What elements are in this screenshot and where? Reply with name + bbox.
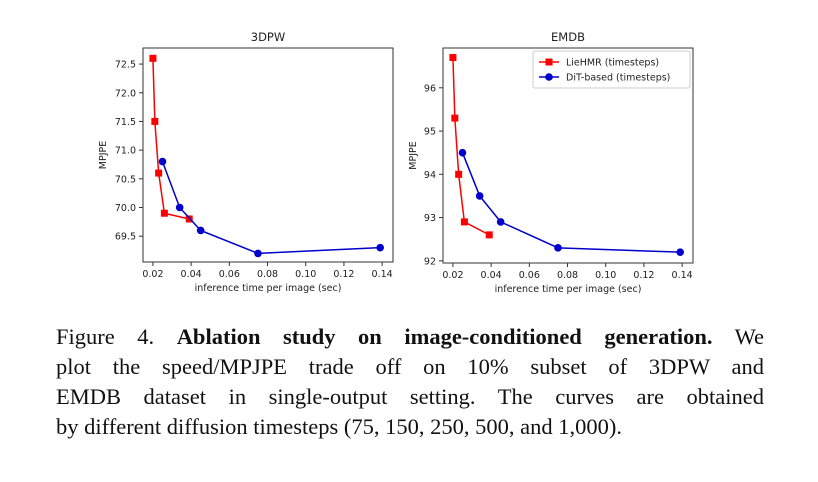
x-tick-label: 0.14 xyxy=(672,270,693,281)
caption-text-2: plot the speed/MPJPE trade off on 10% su… xyxy=(56,354,764,379)
y-tick-label: 93 xyxy=(424,213,436,224)
legend-label: LieHMR (timesteps) xyxy=(566,58,659,69)
data-point xyxy=(496,218,505,226)
x-tick-label: 0.06 xyxy=(219,269,240,280)
y-tick-label: 70.5 xyxy=(115,174,136,185)
caption-bold-title: Ablation study on image-conditioned gene… xyxy=(176,324,713,349)
data-point xyxy=(460,218,468,226)
x-tick-label: 0.12 xyxy=(333,269,354,280)
data-point xyxy=(151,117,159,125)
series-liehmr-timesteps xyxy=(149,54,193,223)
y-tick-label: 92 xyxy=(424,256,436,267)
data-point xyxy=(196,226,205,235)
data-point xyxy=(458,148,467,157)
y-tick-label: 72.0 xyxy=(115,88,136,99)
x-tick-label: 0.10 xyxy=(295,269,316,280)
x-tick-label: 0.08 xyxy=(257,269,278,280)
figure-caption: Figure 4. Ablation study on image-condit… xyxy=(56,322,764,442)
series-line xyxy=(452,57,490,236)
x-tick-label: 0.04 xyxy=(481,270,502,281)
x-tick-label: 0.14 xyxy=(372,269,393,280)
legend: LieHMR (timesteps) DiT-based (timesteps) xyxy=(532,50,691,89)
data-point xyxy=(449,54,457,62)
series-dit-based-timesteps xyxy=(458,148,685,256)
caption-label: Figure 4. xyxy=(56,324,155,349)
y-axis-label: MPJPE xyxy=(408,141,419,169)
data-point xyxy=(160,209,168,217)
x-tick-label: 0.12 xyxy=(633,270,654,281)
chart-title: EMDB xyxy=(551,30,585,44)
x-axis-label: inference time per image (sec) xyxy=(495,284,642,295)
y-tick-label: 72.5 xyxy=(115,60,136,71)
plot-frame xyxy=(442,47,694,264)
caption-text-3: EMDB dataset in single-output setting. T… xyxy=(56,384,764,409)
data-point xyxy=(158,157,167,166)
plot-emdb: EMDB 0.02 0.04 0.06 0.08 0.10 0.12 0.14 92 93 94 95… xyxy=(408,30,694,295)
x-tick-label: 0.10 xyxy=(595,270,616,281)
plot-frame xyxy=(142,47,394,263)
y-tick-label: 95 xyxy=(424,127,436,138)
y-tick-label: 69.5 xyxy=(115,232,136,243)
data-point xyxy=(676,248,685,256)
y-tick-label: 96 xyxy=(424,83,436,94)
series-line xyxy=(152,58,190,220)
x-tick-label: 0.06 xyxy=(519,270,540,281)
data-point xyxy=(455,170,463,178)
legend-item-dit-based-timesteps: DiT-based (timesteps) xyxy=(539,73,670,84)
series-liehmr-timesteps xyxy=(449,54,493,239)
x-tick-label: 0.02 xyxy=(142,269,163,280)
data-point xyxy=(554,244,562,252)
legend-item-liehmr-timesteps: LieHMR (timesteps) xyxy=(539,58,659,69)
data-point xyxy=(475,192,484,200)
legend-label: DiT-based (timesteps) xyxy=(566,73,670,84)
data-point xyxy=(485,231,493,239)
figure: 3DPW 0.02 0.04 0.06 0.08 0.10 0.12 0.14 69.5 70.0… xyxy=(98,30,694,295)
caption-text-4: by different diffusion timesteps (75, 15… xyxy=(56,414,622,439)
data-point xyxy=(254,249,262,258)
data-point xyxy=(451,114,459,122)
series-dit-based-timesteps xyxy=(158,157,385,258)
x-tick-label: 0.04 xyxy=(181,269,202,280)
caption-text-1: We xyxy=(734,324,765,349)
y-tick-label: 70.0 xyxy=(115,203,136,214)
data-point xyxy=(175,203,184,212)
chart-title: 3DPW xyxy=(251,30,285,44)
y-tick-label: 71.0 xyxy=(115,146,136,157)
data-point xyxy=(149,54,157,62)
y-tick-label: 71.5 xyxy=(115,117,136,128)
y-axis-label: MPJPE xyxy=(98,141,109,169)
legend-marker-square xyxy=(545,58,553,66)
x-tick-label: 0.02 xyxy=(442,270,463,281)
y-tick-label: 94 xyxy=(424,170,436,181)
data-point xyxy=(376,243,385,252)
plot-3dpw: 3DPW 0.02 0.04 0.06 0.08 0.10 0.12 0.14 69.5 70.0… xyxy=(98,30,394,294)
x-tick-label: 0.08 xyxy=(557,270,578,281)
x-axis-label: inference time per image (sec) xyxy=(195,283,342,294)
series-line xyxy=(461,152,681,253)
legend-box xyxy=(532,50,691,89)
legend-marker-circle xyxy=(545,73,553,81)
data-point xyxy=(155,169,163,177)
series-line xyxy=(161,161,381,255)
